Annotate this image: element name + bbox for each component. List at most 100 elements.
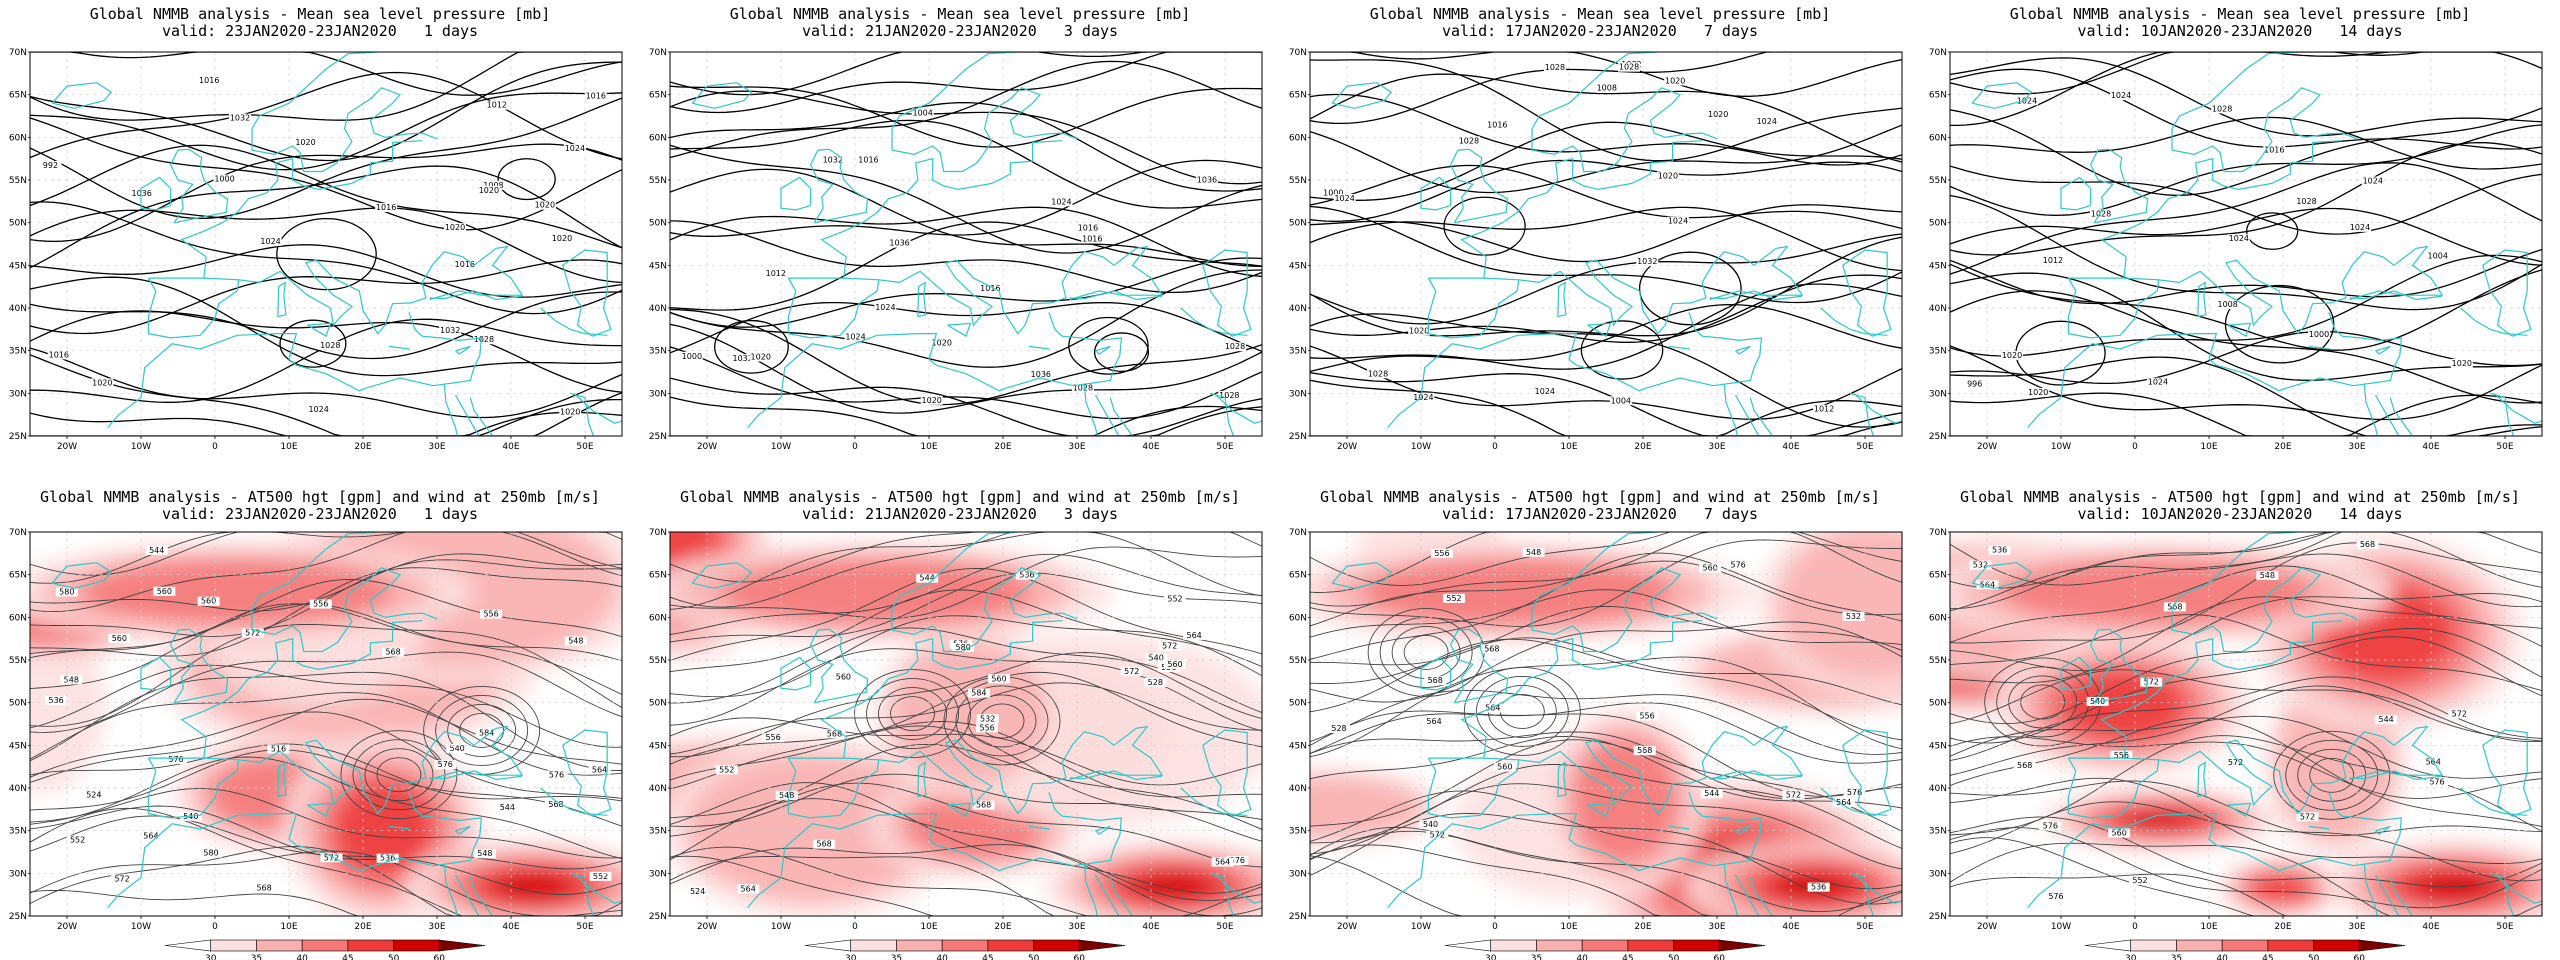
coastline (2158, 725, 2444, 815)
colorbar-cell (850, 939, 897, 952)
contour-label: 560 (2112, 829, 2127, 838)
lat-tick-label: 40N (9, 304, 27, 314)
coastline (573, 392, 622, 424)
contour-label: 524 (86, 791, 101, 800)
colorbar-cell (804, 939, 852, 952)
coastline (1202, 729, 1252, 817)
contour-label: 568 (385, 648, 400, 657)
contour-label: 1008 (483, 181, 503, 190)
wind-speed-area (1131, 871, 1215, 901)
contour-label-bg (2146, 377, 2169, 387)
closed-height-contour (1379, 616, 1473, 688)
closed-height-contour (866, 678, 959, 750)
coastline (1460, 620, 1703, 759)
coastline (2027, 312, 2403, 428)
contour-label-bg (1832, 798, 1855, 808)
contour-label-bg (563, 144, 586, 154)
height-contour (670, 798, 1262, 916)
contour-label-bg (2216, 300, 2239, 310)
contour-label-bg (477, 185, 500, 195)
lon-tick-label: 20W (697, 442, 717, 452)
contour-label: 528 (1148, 678, 1163, 687)
colorbar-label: 35 (1531, 954, 1542, 960)
coastline (454, 874, 494, 916)
lat-tick-label: 55N (649, 176, 667, 186)
lon-tick-label: 0 (852, 922, 858, 932)
contour-label-bg (1071, 383, 1094, 393)
lon-tick-label: 10E (1560, 922, 1577, 932)
contour-label-bg (1988, 545, 2011, 555)
lat-tick-label: 35N (1289, 827, 1307, 837)
contour-label-bg (319, 341, 342, 351)
height-contour (30, 532, 622, 613)
contour-label-bg (1328, 723, 1351, 733)
coastline (2493, 392, 2542, 424)
isobar (1310, 204, 1902, 263)
coastline (1061, 612, 1078, 620)
coastline (2363, 384, 2378, 436)
colorbar-label: 45 (2262, 954, 2273, 960)
contour-label-bg (1076, 223, 1099, 233)
coastline (1587, 802, 1612, 818)
contour-label: 1008 (2217, 300, 2237, 309)
contour-label-bg (1813, 404, 1836, 414)
contour-label-bg (1707, 109, 1730, 119)
lon-tick-label: 10E (920, 922, 937, 932)
mslp-map-panel: 1000 1004 1008 1012 1016 1020 1024 1024 1028 1032… (1280, 0, 1920, 480)
coastline (421, 132, 438, 140)
contour-label-bg (1533, 386, 1556, 396)
contour-label: 572 (1162, 642, 1177, 651)
height-contour (670, 532, 1262, 583)
contour-label: 540 (450, 744, 465, 753)
coastline (562, 729, 612, 817)
lat-tick-label: 35N (9, 347, 27, 357)
contour-label: 544 (1704, 789, 1719, 798)
contour-label-bg (2163, 602, 2186, 612)
lat-tick-label: 50N (649, 219, 667, 229)
contour-label-bg (485, 100, 508, 110)
coastline (1460, 140, 1703, 279)
lat-tick-label: 65N (1289, 91, 1307, 101)
coastline (251, 52, 378, 151)
map-canvas: 1000 1004 1012 1016 1020 1024 1028 1032 1036 1036… (649, 48, 1263, 452)
coastline (429, 290, 523, 301)
contour-label: 536 (380, 854, 395, 863)
contour-label: 1016 (376, 203, 396, 212)
contour-label-bg (1412, 392, 1435, 402)
contour-label-bg (1543, 62, 1566, 72)
map-frame (1949, 51, 2543, 437)
isobar (670, 221, 1262, 311)
lat-tick-label: 55N (649, 656, 667, 666)
coastline (780, 176, 812, 211)
isobar (670, 159, 1262, 237)
coastline (455, 345, 471, 355)
isobar (670, 85, 1262, 148)
contour-label-bg (1636, 711, 1659, 721)
contour-label: 1024 (2229, 234, 2249, 243)
colorbar-cell (2313, 939, 2360, 952)
contour-label-bg (1609, 396, 1632, 406)
height-contour (30, 651, 622, 733)
height-contour (1310, 689, 1902, 755)
coastline (1518, 725, 1804, 815)
panel-title: Global NMMB analysis - Mean sea level pr… (2009, 5, 2471, 23)
contour-label: 552 (2132, 876, 2147, 885)
coastline (570, 872, 622, 916)
coastline (1061, 132, 1078, 140)
coastline (1557, 761, 1567, 798)
closed-isobar (2224, 284, 2335, 364)
contour-label-bg (1426, 830, 1449, 840)
height-contour (1950, 596, 2542, 684)
contour-label-bg (1976, 580, 1999, 590)
coastline (1202, 249, 1252, 337)
coastline (2060, 656, 2092, 691)
height-contour (30, 889, 622, 916)
contour-label: 556 (1434, 549, 1449, 558)
coastline (1331, 562, 1393, 589)
panel-valid-time: valid: 21JAN2020-23JAN2020 3 days (801, 22, 1119, 40)
colorbar-cell (1581, 939, 1629, 952)
isobar (30, 92, 622, 171)
coastline (1387, 792, 1763, 908)
height-contour (670, 532, 1262, 610)
